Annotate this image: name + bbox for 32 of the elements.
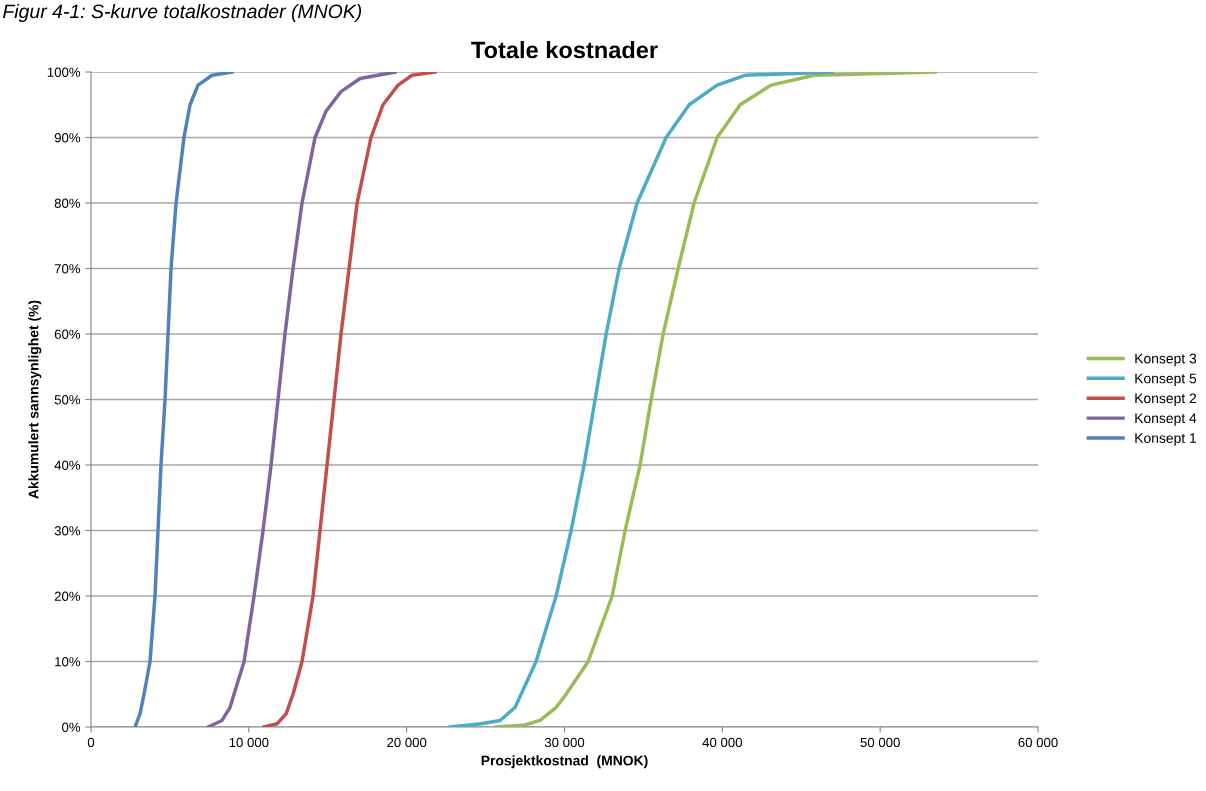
legend-label: Konsept 3 [1135, 353, 1197, 367]
line-series [133, 72, 234, 727]
y-tick-label: 50% [54, 395, 81, 405]
y-tick-label: 40% [54, 460, 81, 470]
legend-label: Konsept 2 [1135, 393, 1197, 406]
x-tick-label: 20 000 [387, 737, 427, 748]
y-axis-title: Akkumulert sannsynlighet (%) [28, 300, 42, 499]
line-series [262, 72, 437, 727]
y-tick-label: 80% [54, 198, 81, 208]
y-tick-label: 60% [54, 329, 81, 339]
line-series [448, 72, 834, 727]
x-tick-label: 10 000 [229, 737, 269, 748]
y-tick-label: 30% [54, 526, 81, 536]
line-series [206, 72, 397, 727]
y-tick-label: 100% [47, 67, 81, 77]
x-tick-label: 60 000 [1018, 737, 1058, 748]
x-tick-label: 0 [87, 737, 95, 748]
y-tick-label: 0% [62, 722, 81, 732]
legend-label: Konsept 1 [1135, 433, 1197, 446]
y-tick-label: 70% [54, 264, 81, 274]
legend-label: Konsept 4 [1135, 413, 1197, 426]
text: Figur 4-1: S-kurve totalkostnader (MNOK) [3, 3, 362, 23]
x-tick-label: 30 000 [544, 737, 585, 748]
x-tick-label: 40 000 [702, 737, 742, 748]
y-tick-label: 10% [55, 657, 81, 667]
x-tick-label: 50 000 [860, 737, 900, 748]
legend-label: Konsept 5 [1135, 373, 1197, 387]
y-tick-label: 90% [54, 133, 81, 143]
chart-title: Totale kostnader [471, 41, 658, 59]
line-series [494, 72, 937, 727]
y-tick-label: 20% [54, 591, 81, 601]
x-axis-title: Prosjektkostnad (MNOK) [481, 755, 648, 769]
